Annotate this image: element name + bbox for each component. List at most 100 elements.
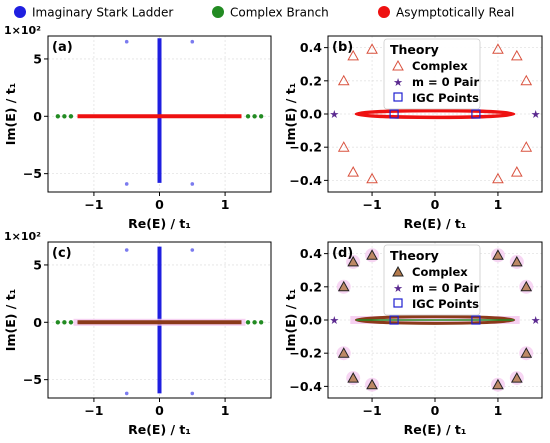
theory-complex-triangle — [520, 141, 533, 152]
theory-m0-star: ★ — [329, 314, 339, 327]
stark-ladder-point — [190, 248, 195, 252]
y-axis-label: Im(E) / t₁ — [283, 83, 298, 145]
legend-marker-3 — [378, 6, 390, 18]
stark-ladder-point — [124, 248, 129, 252]
theory-legend-entry: Complex — [412, 59, 468, 73]
panel-label: (a) — [52, 40, 73, 55]
complex-branch-point — [62, 114, 67, 119]
theory-igc-square — [389, 315, 399, 325]
theory-legend-title: Theory — [390, 248, 439, 263]
x-tick-label: 0 — [155, 403, 164, 418]
legend-marker-2 — [212, 6, 224, 18]
stark-ladder-point — [190, 391, 195, 396]
top-legend: Imaginary Stark Ladder Complex Branch Asym… — [14, 6, 514, 20]
y-tick-label: −0.4 — [289, 379, 322, 394]
theory-igc-square — [471, 315, 481, 325]
panel-label: (d) — [332, 246, 353, 261]
legend-star-marker: ★ — [393, 76, 403, 89]
x-tick-label: 1 — [221, 197, 230, 212]
chart-panel-a: −1 0 1 −5 0 5 1×10² Re(E) / t₁ Im(E) / t₁ (a) — [3, 24, 272, 231]
plot-area — [55, 38, 264, 186]
y-axis-label: Im(E) / t₁ — [3, 83, 18, 145]
x-tick-label: 1 — [494, 403, 503, 418]
x-axis-label: Re(E) / t₁ — [128, 422, 191, 437]
theory-complex-triangle — [492, 43, 504, 54]
offset-text: 1×10² — [4, 24, 41, 37]
theory-igc-square — [471, 109, 481, 119]
plot-area: ★ ★ — [329, 248, 541, 392]
complex-branch-point — [258, 320, 264, 325]
theory-m0-star: ★ — [329, 108, 339, 121]
legend-star-marker: ★ — [393, 282, 403, 295]
legend-label-2: Complex Branch — [230, 6, 329, 20]
complex-branch-point — [55, 320, 61, 325]
theory-complex-triangle — [520, 74, 533, 86]
theory-igc-square — [389, 109, 399, 119]
theory-m0-star: ★ — [531, 108, 541, 121]
complex-branch-point — [258, 114, 264, 119]
stark-ladder-point — [124, 391, 129, 396]
theory-complex-triangle — [492, 378, 504, 390]
theory-complex-triangle — [347, 166, 360, 177]
y-tick-label: −0.2 — [289, 346, 322, 361]
complex-branch-point — [62, 320, 67, 325]
complex-branch-point — [252, 114, 257, 119]
legend-square-marker — [393, 92, 403, 102]
x-tick-label: 1 — [221, 403, 230, 418]
plot-area: ★ ★ — [329, 43, 541, 184]
plot-area — [55, 246, 264, 396]
theory-complex-triangle — [520, 280, 533, 292]
offset-text: 1×10² — [4, 230, 41, 243]
stark-ladder-point — [190, 182, 195, 186]
legend-marker-1 — [14, 6, 26, 18]
y-tick-label: 5 — [33, 51, 42, 66]
y-tick-label: 0.4 — [300, 40, 322, 55]
theory-complex-triangle — [337, 74, 350, 86]
y-axis-label: Im(E) / t₁ — [283, 289, 298, 351]
x-tick-label: 0 — [431, 403, 440, 418]
complex-branch-point — [252, 320, 257, 325]
y-tick-label: 5 — [33, 257, 42, 272]
x-tick-label: −1 — [362, 197, 381, 212]
y-tick-label: 0.4 — [300, 246, 322, 261]
theory-complex-triangle — [492, 249, 504, 260]
theory-complex-triangle — [510, 255, 523, 267]
theory-complex-triangle — [510, 372, 523, 383]
theory-legend-entry: Complex — [412, 265, 468, 279]
y-tick-label: 0.2 — [300, 279, 322, 294]
y-tick-label: −0.2 — [289, 140, 322, 155]
theory-legend-title: Theory — [390, 42, 439, 57]
y-tick-label: −5 — [23, 166, 42, 181]
theory-complex-triangle — [366, 43, 378, 54]
complex-branch-point — [245, 320, 251, 325]
x-axis-label: Re(E) / t₁ — [404, 216, 467, 231]
y-tick-label: −5 — [23, 372, 42, 387]
x-tick-label: −1 — [84, 403, 103, 418]
y-tick-label: 0.0 — [300, 107, 322, 122]
y-tick-label: 0.2 — [300, 73, 322, 88]
stark-ladder-point — [124, 39, 129, 44]
stark-ladder-point — [190, 39, 195, 44]
complex-branch-point — [68, 320, 74, 325]
stark-ladder-point — [124, 182, 129, 186]
theory-legend-entry: IGC Points — [412, 91, 479, 105]
panel-label: (c) — [52, 246, 72, 261]
theory-complex-triangle — [366, 172, 378, 184]
theory-legend-entry: m = 0 Pair — [412, 75, 479, 89]
y-tick-label: 0 — [33, 109, 42, 124]
theory-complex-triangle — [366, 378, 378, 390]
legend-square-marker — [393, 298, 403, 308]
complex-branch-point — [55, 114, 61, 119]
asym-real-ellipse — [354, 108, 516, 120]
legend-label-3: Asymptotically Real — [396, 6, 514, 20]
y-tick-label: 0 — [33, 315, 42, 330]
theory-complex-triangle — [347, 372, 360, 383]
panel-label: (b) — [332, 40, 353, 55]
theory-complex-triangle — [366, 249, 378, 260]
chart-panel-c: −1 0 1 −5 0 5 1×10² Re(E) / t₁ Im(E) / t₁ (c) — [3, 230, 272, 437]
legend-triangle-marker — [392, 59, 404, 71]
theory-complex-triangle — [337, 280, 350, 292]
